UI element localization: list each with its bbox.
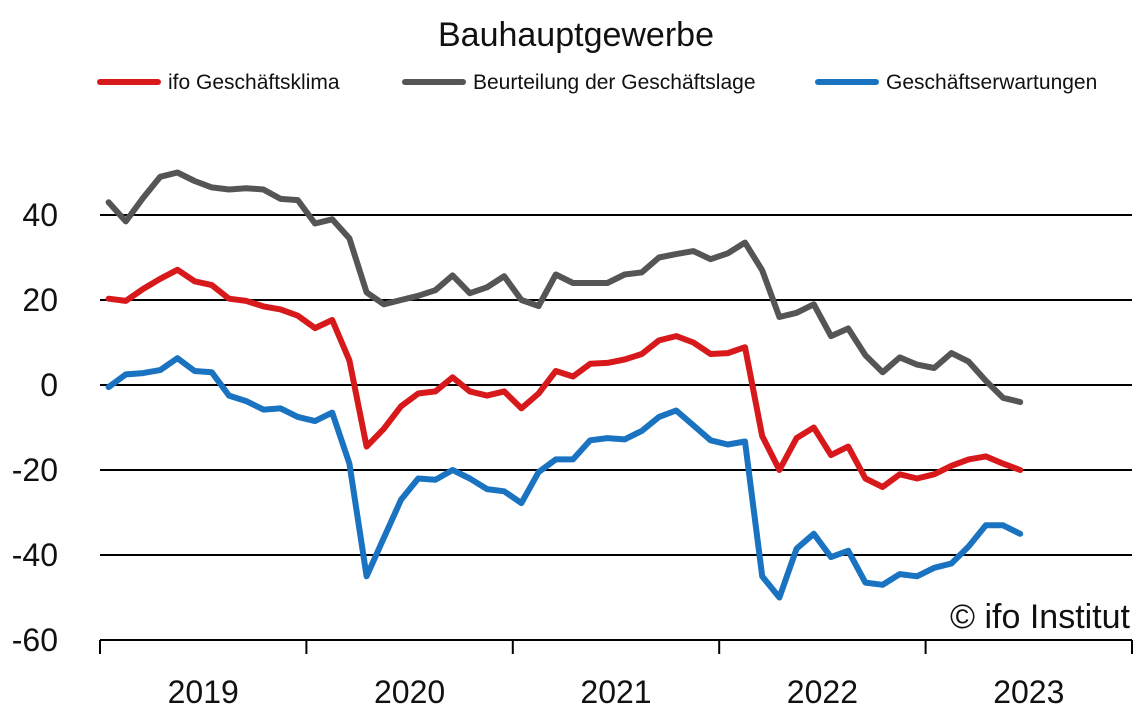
gridlines	[100, 214, 1132, 556]
copyright-annotation: © ifo Institut	[950, 598, 1131, 636]
legend-label: Geschäftserwartungen	[886, 71, 1097, 94]
chart-title: Bauhauptgewerbe	[438, 16, 714, 54]
y-tick-label: 0	[40, 367, 58, 403]
legend: ifo Geschäftsklima Beurteilung der Geschä…	[97, 71, 1097, 94]
series-line-2	[105, 355, 1024, 601]
y-tick-label: -20	[12, 452, 58, 488]
series-line-1	[105, 169, 1024, 405]
y-tick-label: -40	[12, 537, 58, 573]
axes: -60 -40 -20 0 20 40 2019 2020 2021 2022 2023	[12, 197, 1133, 710]
y-tick-label: -60	[12, 622, 58, 658]
y-tick-label: 40	[22, 197, 58, 233]
x-tick-label: 2020	[374, 674, 445, 710]
legend-label: Beurteilung der Geschäftslage	[473, 71, 756, 94]
x-tick-label: 2021	[580, 674, 651, 710]
legend-label: ifo Geschäftsklima	[168, 71, 340, 94]
x-tick-label: 2022	[787, 674, 858, 710]
y-tick-label: 20	[22, 282, 58, 318]
x-tick-label: 2023	[993, 674, 1064, 710]
series-lines	[105, 169, 1024, 601]
x-tick-label: 2019	[168, 674, 239, 710]
series-line-0	[105, 266, 1024, 490]
